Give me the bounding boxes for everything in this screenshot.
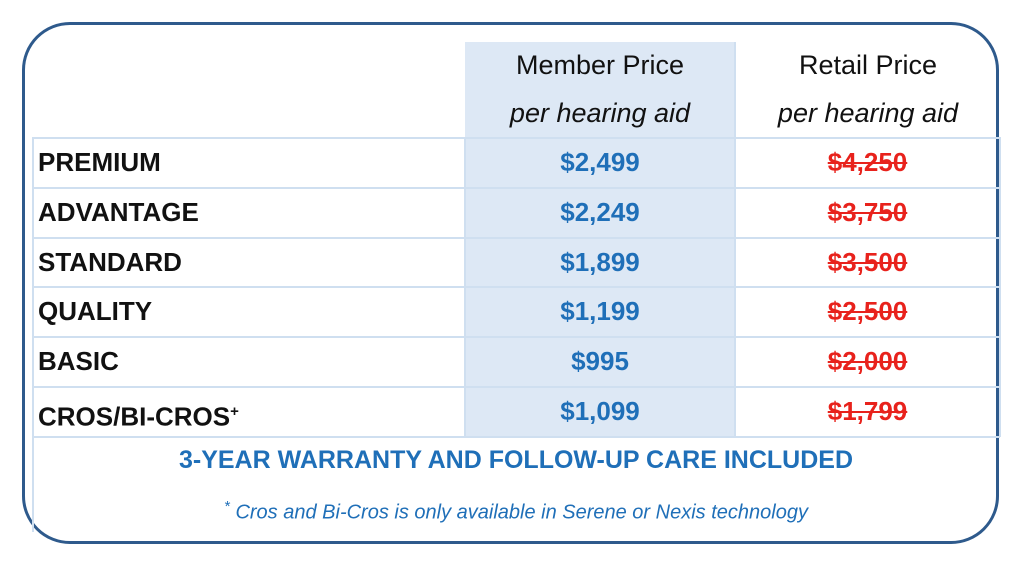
member-price: $995 xyxy=(571,346,629,377)
retail-price: $3,750 xyxy=(827,196,908,227)
grid-line xyxy=(999,137,1001,437)
member-subheader: per hearing aid xyxy=(509,98,691,128)
row-divider xyxy=(32,386,1000,388)
retail-price: $2,000 xyxy=(827,346,908,377)
row-divider xyxy=(32,186,1000,189)
member-price: $1,099 xyxy=(560,396,640,426)
row-label-text: BASIC xyxy=(38,346,119,377)
footnote: * Cros and Bi-Cros is only available in … xyxy=(32,498,1000,525)
member-column-bg xyxy=(465,42,735,437)
row-label: QUALITY xyxy=(38,287,152,336)
row-superscript: + xyxy=(230,403,239,420)
grid-line xyxy=(32,137,34,532)
member-price: $2,249 xyxy=(560,196,640,227)
footnote-text: Cros and Bi-Cros is only available in Se… xyxy=(235,501,808,524)
retail-price: $4,250 xyxy=(827,147,908,177)
member-price: $1,899 xyxy=(560,246,640,277)
row-label: CROS/BI-CROS+ xyxy=(38,387,239,436)
row-label-text: STANDARD xyxy=(38,246,182,277)
row-label-text: ADVANTAGE xyxy=(38,196,199,227)
row-label: PREMIUM xyxy=(38,138,161,187)
retail-price: $1,799 xyxy=(827,396,908,426)
retail-header: Retail Price xyxy=(798,50,938,80)
row-divider xyxy=(32,137,1000,139)
grid-line xyxy=(734,42,736,437)
row-divider xyxy=(32,286,1000,289)
retail-price: $2,500 xyxy=(827,296,908,327)
row-label-text: PREMIUM xyxy=(38,147,161,177)
member-price: $1,199 xyxy=(560,296,640,327)
row-divider xyxy=(32,236,1000,239)
row-label-text: QUALITY xyxy=(38,296,153,327)
member-price: $2,499 xyxy=(560,147,640,177)
retail-price: $3,500 xyxy=(827,246,908,277)
retail-subheader: per hearing aid xyxy=(777,98,959,128)
warranty-note: 3-YEAR WARRANTY AND FOLLOW-UP CARE INCLU… xyxy=(178,446,854,474)
row-label-text: CROS/BI-CROS xyxy=(38,401,231,432)
member-header: Member Price xyxy=(515,50,685,80)
row-label: STANDARD xyxy=(38,238,182,287)
footnote-mark: * xyxy=(224,498,230,515)
row-label: BASIC xyxy=(38,337,119,386)
frame xyxy=(22,22,999,544)
row-divider xyxy=(32,336,1000,339)
row-divider xyxy=(32,435,1000,438)
row-label: ADVANTAGE xyxy=(38,188,199,237)
